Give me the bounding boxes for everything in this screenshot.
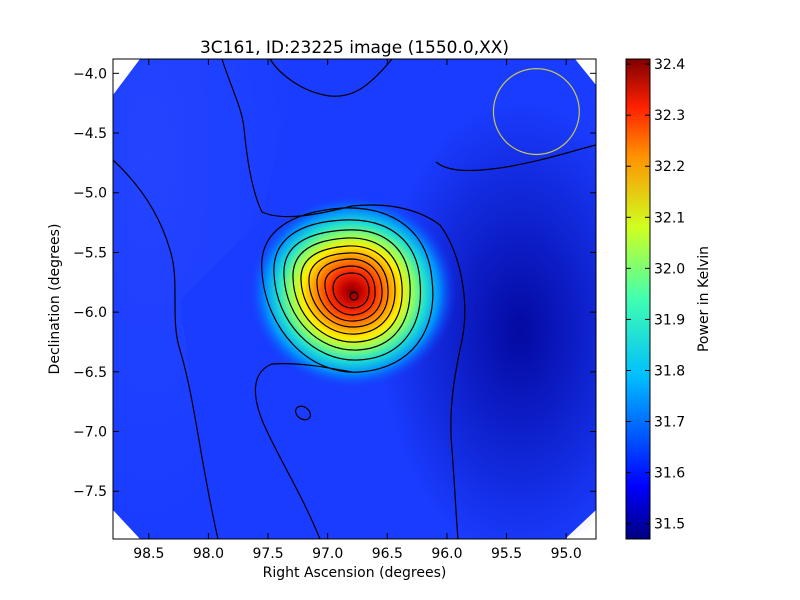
colorbar-tick-label: 32.4 xyxy=(654,57,685,73)
contour-lines xyxy=(113,59,596,539)
contour-line xyxy=(254,363,353,539)
contour-line xyxy=(283,229,411,351)
x-tick-label: 98.5 xyxy=(133,546,164,562)
colorbar-ticks: 31.5 31.6 31.7 31.8 31.9 32.0 32.1 32.2 32.3 32.4 xyxy=(626,57,685,533)
colorbar-tick-label: 32.1 xyxy=(654,210,685,226)
colorbar-tick-label: 31.8 xyxy=(654,363,685,379)
contour-line xyxy=(269,59,393,97)
contour-line xyxy=(292,237,403,343)
colorbar: 31.5 31.6 31.7 31.8 31.9 32.0 32.1 32.2 32.3 32.4… xyxy=(625,57,712,540)
y-tick-label: −7.5 xyxy=(73,484,107,500)
y-axis: −4.0 −4.5 −5.0 −5.5 −6.0 −6.5 −7.0 −7.5 xyxy=(73,66,596,500)
contour-line xyxy=(221,59,466,539)
y-tick-label: −4.0 xyxy=(73,66,107,82)
colorbar-frame xyxy=(625,58,651,540)
y-tick-label: −7.0 xyxy=(73,425,107,441)
colorbar-label: Power in Kelvin xyxy=(696,246,712,352)
contour-line xyxy=(332,272,370,309)
y-tick-label: −5.0 xyxy=(73,186,107,202)
contour-line xyxy=(273,219,422,361)
heatmap-plot: 98.5 98.0 97.5 97.0 96.5 96.0 95.5 95.0 −4.0−4.… xyxy=(73,58,597,562)
x-axis-label: Right Ascension (degrees) xyxy=(263,565,447,581)
contour-line xyxy=(316,258,383,322)
contour-line xyxy=(308,252,389,328)
x-tick-label: 97.5 xyxy=(252,546,283,562)
contour-line xyxy=(294,405,312,421)
y-tick-label: −6.5 xyxy=(73,365,107,381)
x-tick-label: 95.0 xyxy=(551,546,582,562)
contour-line xyxy=(324,265,376,316)
contour-line xyxy=(349,291,359,301)
contour-line xyxy=(435,144,596,172)
beam-circle xyxy=(492,68,580,156)
colorbar-tick-label: 31.5 xyxy=(654,517,685,533)
colorbar-tick-label: 32.2 xyxy=(654,159,685,175)
y-tick-label: −6.0 xyxy=(73,305,107,321)
y-tick-label: −4.5 xyxy=(73,126,107,142)
x-tick-label: 98.0 xyxy=(193,546,224,562)
y-axis-label: Declination (degrees) xyxy=(47,224,63,375)
y-tick-label: −5.5 xyxy=(73,245,107,261)
colorbar-tick-label: 31.7 xyxy=(654,415,685,431)
colorbar-gradient xyxy=(626,59,650,539)
colorbar-tick-label: 32.3 xyxy=(654,108,685,124)
colorbar-tick-label: 32.0 xyxy=(654,261,685,277)
contour-line xyxy=(300,245,396,335)
x-tick-label: 96.5 xyxy=(372,546,403,562)
x-axis: 98.5 98.0 97.5 97.0 96.5 96.0 95.5 95.0 xyxy=(133,59,582,562)
x-tick-label: 97.0 xyxy=(312,546,343,562)
x-tick-label: 96.0 xyxy=(431,546,462,562)
left-brighter-region xyxy=(113,59,300,539)
plot-frame xyxy=(112,58,597,540)
x-tick-label: 95.5 xyxy=(491,546,522,562)
colorbar-tick-label: 31.9 xyxy=(654,312,685,328)
colorbar-tick-label: 31.6 xyxy=(654,466,685,482)
contour-line xyxy=(261,207,434,373)
dark-region-east xyxy=(380,100,596,539)
chart-title: 3C161, ID:23225 image (1550.0,XX) xyxy=(200,38,509,58)
contour-line xyxy=(113,159,219,539)
